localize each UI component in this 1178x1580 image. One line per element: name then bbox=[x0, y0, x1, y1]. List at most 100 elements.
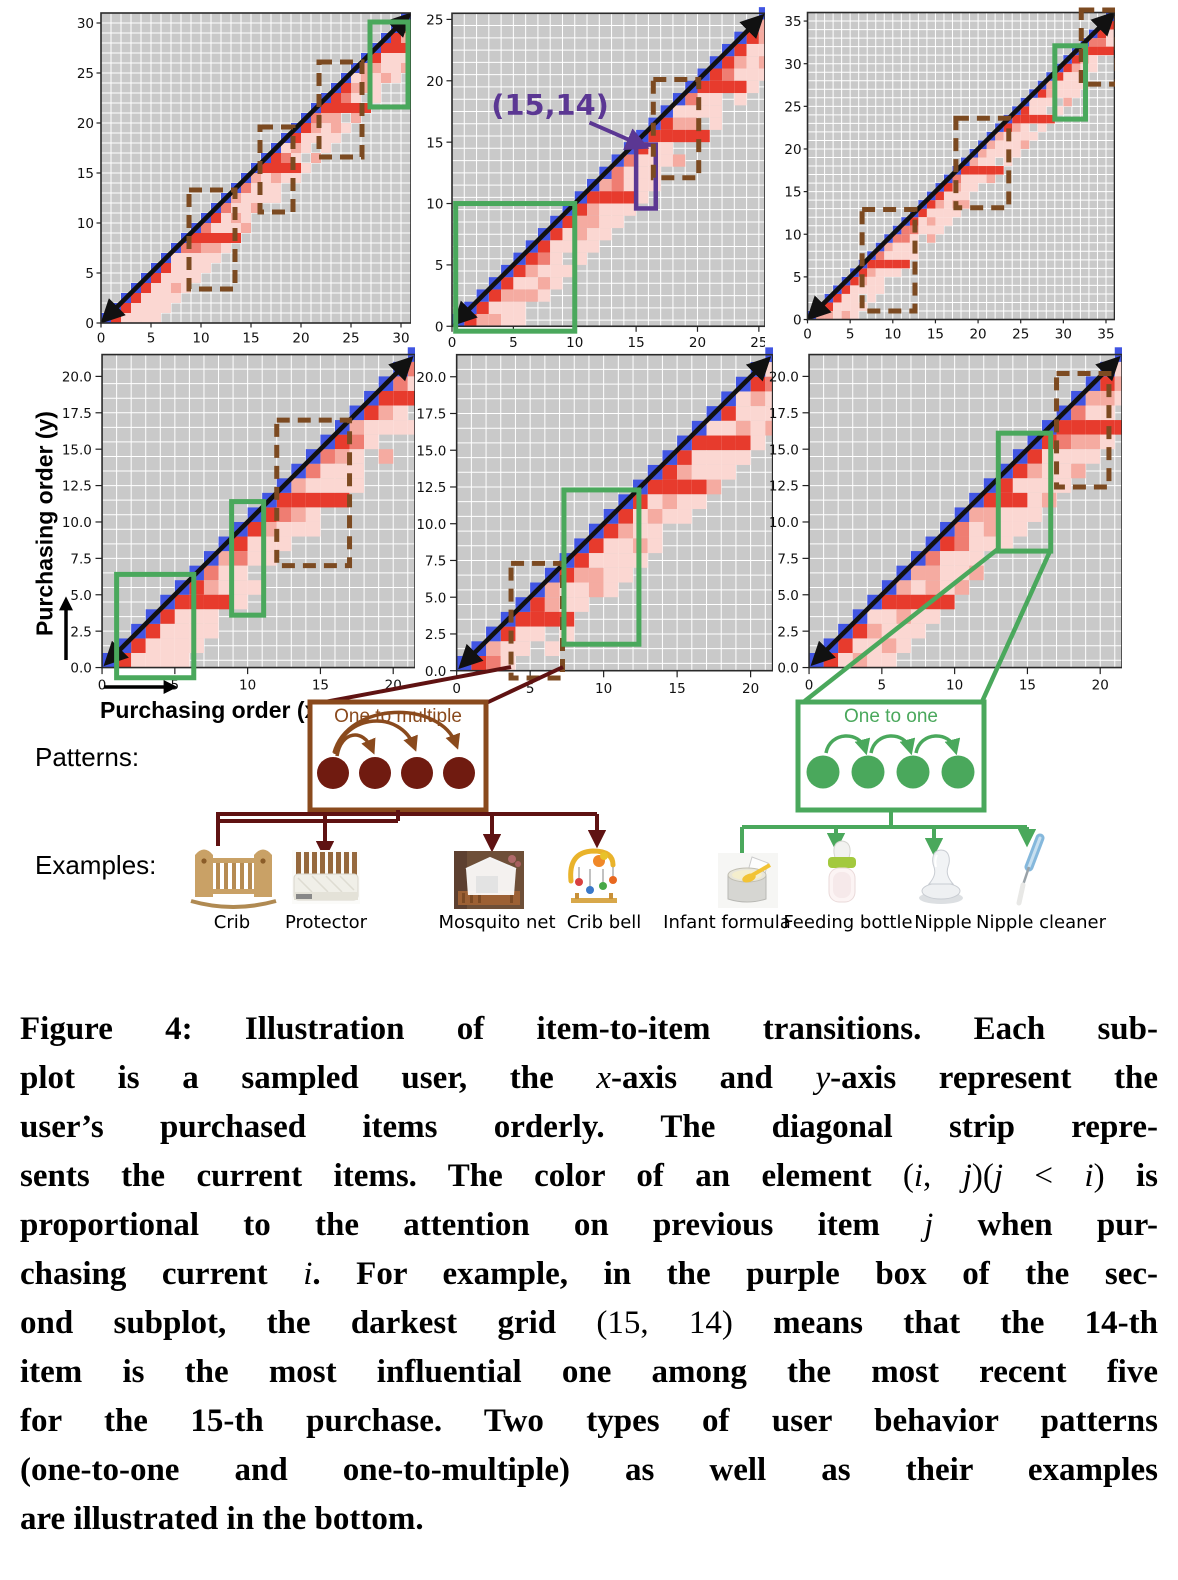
svg-text:2.5: 2.5 bbox=[425, 627, 446, 643]
x-axis-label: Purchasing order (x) bbox=[100, 697, 325, 723]
svg-text:10.0: 10.0 bbox=[62, 516, 92, 532]
svg-text:20.0: 20.0 bbox=[769, 370, 799, 386]
svg-text:15.0: 15.0 bbox=[62, 443, 92, 459]
svg-text:0: 0 bbox=[805, 678, 814, 694]
svg-text:12.5: 12.5 bbox=[417, 480, 447, 496]
crib-bell-image bbox=[563, 845, 625, 907]
svg-text:12.5: 12.5 bbox=[62, 479, 92, 495]
svg-text:25: 25 bbox=[342, 331, 359, 347]
example-label-infant-formula: Infant formula bbox=[663, 912, 791, 933]
svg-text:35: 35 bbox=[785, 15, 802, 31]
svg-text:20: 20 bbox=[785, 143, 802, 159]
svg-text:5: 5 bbox=[147, 331, 156, 347]
infant-formula-image bbox=[718, 853, 778, 908]
svg-text:5: 5 bbox=[509, 335, 518, 351]
svg-text:17.5: 17.5 bbox=[417, 407, 447, 423]
svg-text:10: 10 bbox=[77, 216, 94, 232]
svg-text:15: 15 bbox=[785, 185, 802, 201]
svg-text:2.5: 2.5 bbox=[70, 625, 91, 641]
svg-text:15: 15 bbox=[927, 327, 944, 343]
caption-line-3: user’s purchased items orderly. The diag… bbox=[20, 1109, 1158, 1145]
svg-text:7.5: 7.5 bbox=[70, 552, 91, 568]
svg-text:25: 25 bbox=[426, 12, 443, 28]
svg-text:7.5: 7.5 bbox=[777, 552, 798, 568]
caption-line-7: ond subplot, the darkest grid (15, 14) m… bbox=[20, 1305, 1158, 1341]
svg-text:0.0: 0.0 bbox=[425, 664, 446, 680]
svg-text:0.0: 0.0 bbox=[777, 661, 798, 677]
svg-text:15: 15 bbox=[628, 335, 645, 351]
nipple-cleaner-image bbox=[1010, 833, 1048, 906]
subplot-6-heatmap: 0 5 10 15 20 0.0 2.5 5.0 7.5 10.0 12.5 15.0 17.5 20.0 bbox=[769, 347, 1122, 694]
svg-text:5: 5 bbox=[526, 681, 535, 697]
caption-line-11: are illustrated in the bottom. bbox=[20, 1501, 424, 1537]
svg-text:17.5: 17.5 bbox=[769, 406, 799, 422]
caption-line-10: (one-to-one and one-to-multiple) as well… bbox=[20, 1452, 1158, 1488]
svg-text:20.0: 20.0 bbox=[417, 370, 447, 386]
caption-line-1: Figure 4: Illustration of item-to-item t… bbox=[20, 1011, 1158, 1047]
patterns-section-label: Patterns: bbox=[35, 742, 140, 772]
svg-text:0: 0 bbox=[453, 681, 462, 697]
example-label-feeding-bottle: Feeding bottle bbox=[783, 912, 913, 933]
svg-text:10: 10 bbox=[426, 196, 443, 212]
caption-line-9: for the 15-th purchase. Two types of use… bbox=[20, 1403, 1158, 1439]
svg-text:10.0: 10.0 bbox=[769, 516, 799, 532]
caption-line-2: plot is a sampled user, the x-axis and y… bbox=[20, 1060, 1158, 1096]
caption-line-6: chasing current i. For example, in the p… bbox=[20, 1256, 1158, 1292]
example-label-nipple: Nipple bbox=[914, 912, 972, 933]
svg-text:15.0: 15.0 bbox=[417, 444, 447, 460]
svg-text:0: 0 bbox=[97, 331, 106, 347]
svg-text:15: 15 bbox=[77, 166, 94, 182]
svg-text:20.0: 20.0 bbox=[62, 370, 92, 386]
svg-text:25: 25 bbox=[1013, 327, 1030, 343]
svg-text:20: 20 bbox=[970, 327, 987, 343]
svg-text:2.5: 2.5 bbox=[777, 625, 798, 641]
nipple-image bbox=[915, 845, 967, 906]
subplot-5-heatmap: 0 5 10 15 20 0.0 2.5 5.0 7.5 10.0 12.5 15.0 17.5 20.0 bbox=[417, 347, 773, 697]
svg-text:10: 10 bbox=[192, 331, 209, 347]
svg-text:7.5: 7.5 bbox=[425, 554, 446, 570]
svg-text:5: 5 bbox=[793, 270, 802, 286]
svg-text:30: 30 bbox=[1055, 327, 1072, 343]
svg-text:10: 10 bbox=[239, 678, 256, 694]
svg-text:15.0: 15.0 bbox=[769, 443, 799, 459]
svg-text:20: 20 bbox=[1092, 678, 1109, 694]
svg-text:15: 15 bbox=[426, 135, 443, 151]
examples-section-label: Examples: bbox=[35, 850, 157, 880]
protector-image bbox=[292, 850, 360, 904]
svg-text:5: 5 bbox=[85, 266, 94, 282]
subplot-3-heatmap: 0 5 10 15 20 25 30 35 0 5 10 15 20 25 30 35 bbox=[785, 7, 1115, 343]
y-axis-label: Purchasing order (y) bbox=[31, 411, 58, 636]
svg-text:25: 25 bbox=[750, 335, 765, 351]
crib-image bbox=[185, 843, 282, 909]
svg-text:30: 30 bbox=[77, 16, 94, 32]
caption-line-4: sents the current items. The color of an… bbox=[20, 1158, 1158, 1194]
feeding-bottle-image bbox=[821, 838, 863, 906]
svg-text:0: 0 bbox=[435, 319, 444, 335]
svg-text:0: 0 bbox=[448, 335, 457, 351]
svg-text:5: 5 bbox=[846, 327, 855, 343]
svg-text:15: 15 bbox=[242, 331, 259, 347]
svg-text:20: 20 bbox=[689, 335, 706, 351]
svg-text:15: 15 bbox=[1019, 678, 1036, 694]
svg-text:5: 5 bbox=[877, 678, 886, 694]
svg-text:25: 25 bbox=[77, 66, 94, 82]
svg-text:15: 15 bbox=[669, 681, 686, 697]
one-to-one-title: One to one bbox=[843, 706, 939, 727]
svg-text:0: 0 bbox=[793, 313, 802, 329]
svg-text:5.0: 5.0 bbox=[777, 588, 798, 604]
svg-text:10: 10 bbox=[785, 228, 802, 244]
example-label-nipple-cleaner: Nipple cleaner bbox=[976, 912, 1106, 933]
figure-caption: Figure 4: Illustration of item-to-item t… bbox=[20, 1005, 1158, 1544]
svg-text:15: 15 bbox=[312, 678, 329, 694]
svg-text:35: 35 bbox=[1098, 327, 1115, 343]
svg-text:10: 10 bbox=[946, 678, 963, 694]
svg-text:20: 20 bbox=[77, 116, 94, 132]
svg-text:0: 0 bbox=[98, 678, 107, 694]
subplot-2-heatmap: 0 5 10 15 20 25 0 5 10 15 20 25 (15,14) bbox=[426, 6, 765, 351]
svg-text:12.5: 12.5 bbox=[769, 479, 799, 495]
svg-text:0.0: 0.0 bbox=[70, 661, 91, 677]
svg-text:10.0: 10.0 bbox=[417, 517, 447, 533]
svg-text:20: 20 bbox=[426, 74, 443, 90]
svg-text:20: 20 bbox=[292, 331, 309, 347]
